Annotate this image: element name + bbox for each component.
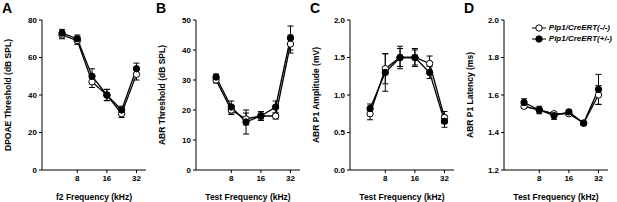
svg-text:0: 0 [33,166,38,175]
svg-text:1.5: 1.5 [334,53,346,62]
svg-text:0: 0 [187,166,192,175]
svg-text:20: 20 [182,106,191,115]
svg-text:8: 8 [383,174,388,183]
svg-text:80: 80 [28,16,37,25]
html-text:Plp1/CreERT(+/-): Plp1/CreERT(+/-) [548,34,612,43]
svg-text:f2 Frequency (kHz): f2 Frequency (kHz) [56,192,132,202]
svg-text:Test Frequency (kHz): Test Frequency (kHz) [513,192,599,202]
svg-text:0.5: 0.5 [334,128,346,137]
svg-text:32: 32 [132,174,141,183]
svg-text:Test Frequency (kHz): Test Frequency (kHz) [359,192,445,202]
svg-text:Test Frequency (kHz): Test Frequency (kHz) [205,192,291,202]
html-text:D: D [464,0,475,16]
svg-text:16: 16 [564,174,573,183]
svg-text:ABR Threshold (dB SPL): ABR Threshold (dB SPL) [157,45,167,145]
html-text:B: B [156,0,167,16]
svg-text:1.4: 1.4 [488,128,500,137]
svg-text:ABR P1 Latency (ms): ABR P1 Latency (ms) [465,52,475,138]
svg-text:ABR P1 Amplitude (mV): ABR P1 Amplitude (mV) [311,47,321,143]
svg-text:16: 16 [410,174,419,183]
svg-text:32: 32 [594,174,603,183]
svg-text:40: 40 [28,91,37,100]
svg-text:8: 8 [229,174,234,183]
svg-text:16: 16 [102,174,111,183]
html-text:C: C [310,0,321,16]
svg-text:2.0: 2.0 [334,16,346,25]
svg-text:32: 32 [286,174,295,183]
svg-text:50: 50 [182,16,191,25]
svg-text:10: 10 [182,136,191,145]
svg-text:1.6: 1.6 [488,91,500,100]
html-text:A: A [2,0,13,16]
svg-text:20: 20 [28,128,37,137]
svg-text:8: 8 [537,174,542,183]
svg-text:1.8: 1.8 [488,53,500,62]
svg-text:DPOAE Threshold (dB SPL): DPOAE Threshold (dB SPL) [8,39,13,151]
html-text:Plp1/CreERT(-/-): Plp1/CreERT(-/-) [548,23,610,32]
svg-text:60: 60 [28,53,37,62]
svg-text:0.0: 0.0 [334,166,346,175]
svg-text:1.2: 1.2 [488,166,500,175]
svg-text:40: 40 [182,46,191,55]
svg-text:8: 8 [75,174,80,183]
svg-text:2.0: 2.0 [488,16,500,25]
svg-text:16: 16 [256,174,265,183]
svg-text:32: 32 [440,174,449,183]
svg-text:30: 30 [182,76,191,85]
svg-text:1.0: 1.0 [334,91,346,100]
